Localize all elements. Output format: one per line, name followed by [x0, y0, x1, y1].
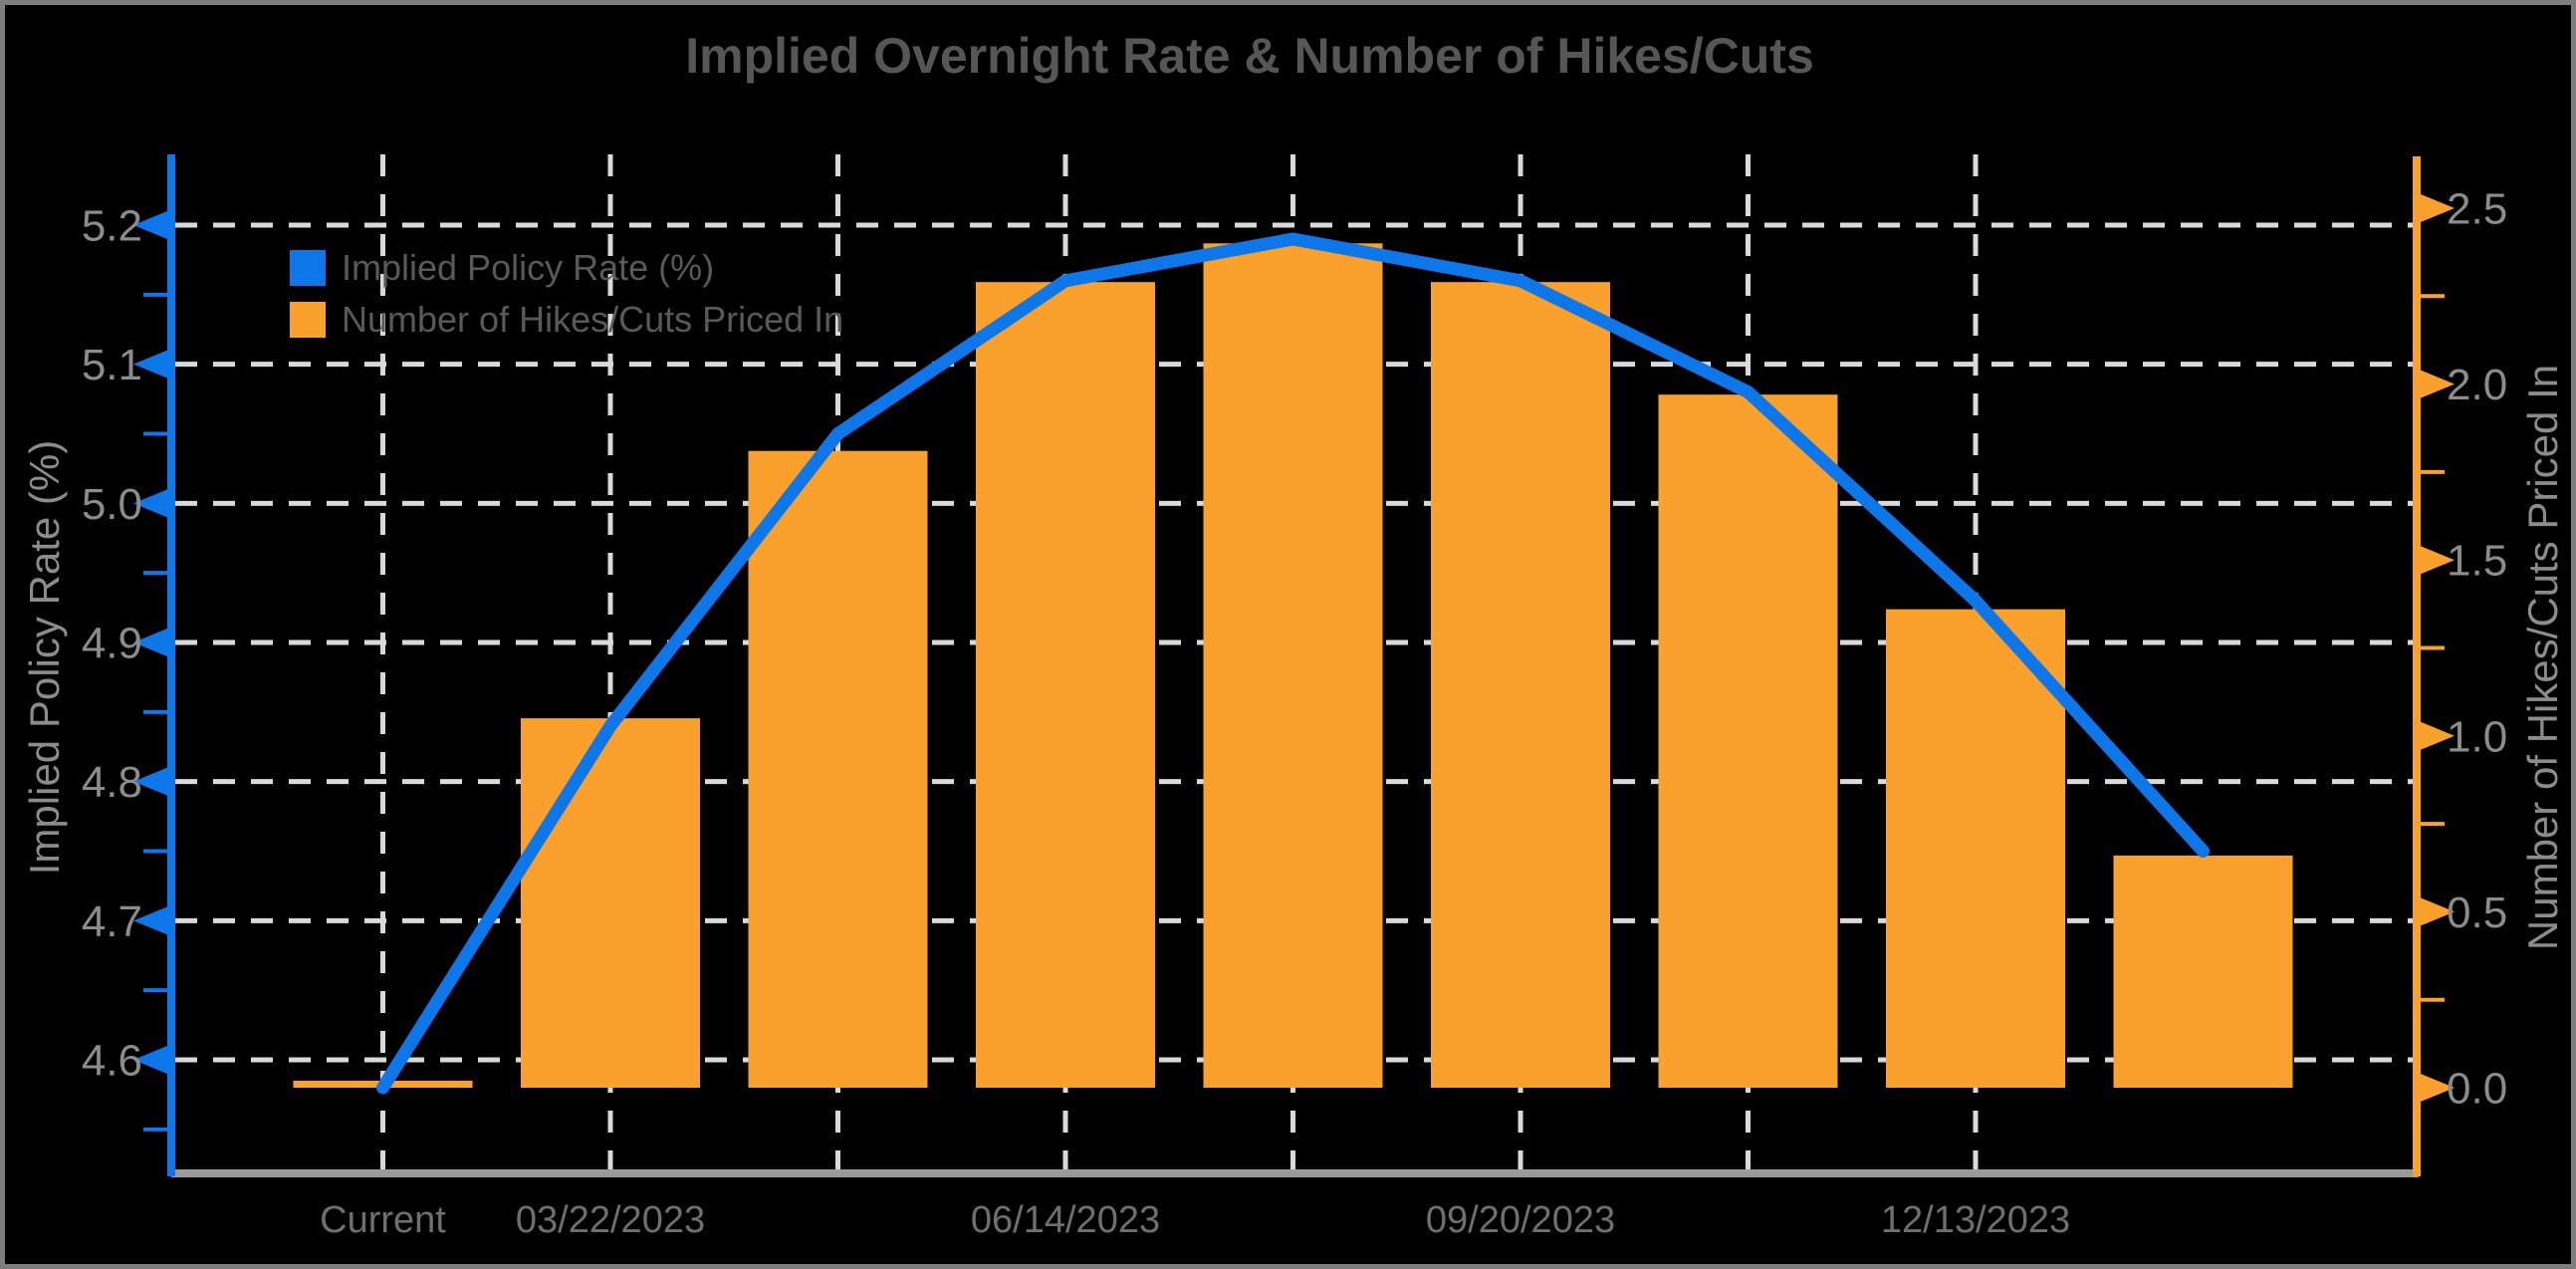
left-major-tick: [133, 350, 167, 379]
left-major-tick: [133, 1046, 167, 1074]
right-tick-label-0.5: 0.5: [2447, 888, 2507, 937]
right-major-tick: [2421, 370, 2455, 398]
left-tick-label-4.7: 4.7: [82, 897, 142, 946]
bar-5: [1431, 282, 1610, 1088]
implied-rate-line: [376, 232, 2210, 1095]
right-major-tick: [2421, 1074, 2455, 1102]
left-major-tick: [133, 211, 167, 239]
bar-3: [976, 282, 1155, 1088]
right-tick-label-2.0: 2.0: [2447, 361, 2507, 409]
chart-title: Implied Overnight Rate & Number of Hikes…: [685, 28, 1814, 84]
left-major-tick: [133, 906, 167, 935]
bar-4: [1203, 243, 1383, 1088]
left-tick-label-4.6: 4.6: [82, 1037, 142, 1086]
left-tick-label-5.1: 5.1: [82, 341, 142, 389]
legend-label: Number of Hikes/Cuts Priced In: [342, 299, 844, 340]
legend-swatch-line-icon: [290, 250, 326, 286]
plot-area: 4.6 4.7 4.8 4.9 5.0 5.1 5.2 0.0 0.5 1.0 1.5 2.0 2.5 C…: [82, 154, 2507, 1241]
legend-label: Implied Policy Rate (%): [342, 247, 715, 288]
left-major-tick: [133, 629, 167, 656]
right-major-tick: [2421, 721, 2455, 750]
legend-swatch-bar-icon: [290, 302, 326, 338]
bar-6: [1658, 394, 1838, 1088]
left-tick-label-4.9: 4.9: [82, 620, 142, 668]
right-axis-title: Number of Hikes/Cuts Priced In: [2519, 364, 2566, 951]
legend-item-implied-policy-rate: Implied Policy Rate (%): [290, 246, 843, 290]
left-axis-title: Implied Policy Rate (%): [21, 439, 68, 876]
right-tick-label-1.5: 1.5: [2447, 537, 2507, 586]
right-major-tick: [2421, 194, 2455, 222]
right-major-tick: [2421, 546, 2455, 575]
x-tick-label-06/14/2023: 06/14/2023: [971, 1199, 1160, 1241]
left-tick-label-5.0: 5.0: [82, 480, 142, 529]
right-tick-label-2.5: 2.5: [2447, 185, 2507, 234]
legend: Implied Policy Rate (%) Number of Hikes/…: [290, 246, 843, 342]
bar-2: [748, 450, 928, 1088]
x-tick-label-Current: Current: [320, 1199, 446, 1241]
left-tick-label-4.8: 4.8: [82, 758, 142, 807]
bar-7: [1886, 609, 2065, 1088]
x-tick-label-12/13/2023: 12/13/2023: [1881, 1199, 2070, 1241]
left-tick-label-5.2: 5.2: [82, 202, 142, 251]
right-tick-label-1.0: 1.0: [2447, 712, 2507, 761]
bar-8: [2113, 855, 2293, 1088]
right-major-tick: [2421, 897, 2455, 926]
legend-item-hikes-cuts: Number of Hikes/Cuts Priced In: [290, 298, 843, 342]
x-tick-label-09/20/2023: 09/20/2023: [1426, 1199, 1615, 1241]
left-major-tick: [133, 489, 167, 518]
right-tick-label-0.0: 0.0: [2447, 1065, 2507, 1114]
bar-1: [521, 718, 700, 1088]
x-tick-label-03/22/2023: 03/22/2023: [516, 1199, 705, 1241]
left-major-tick: [133, 767, 167, 796]
